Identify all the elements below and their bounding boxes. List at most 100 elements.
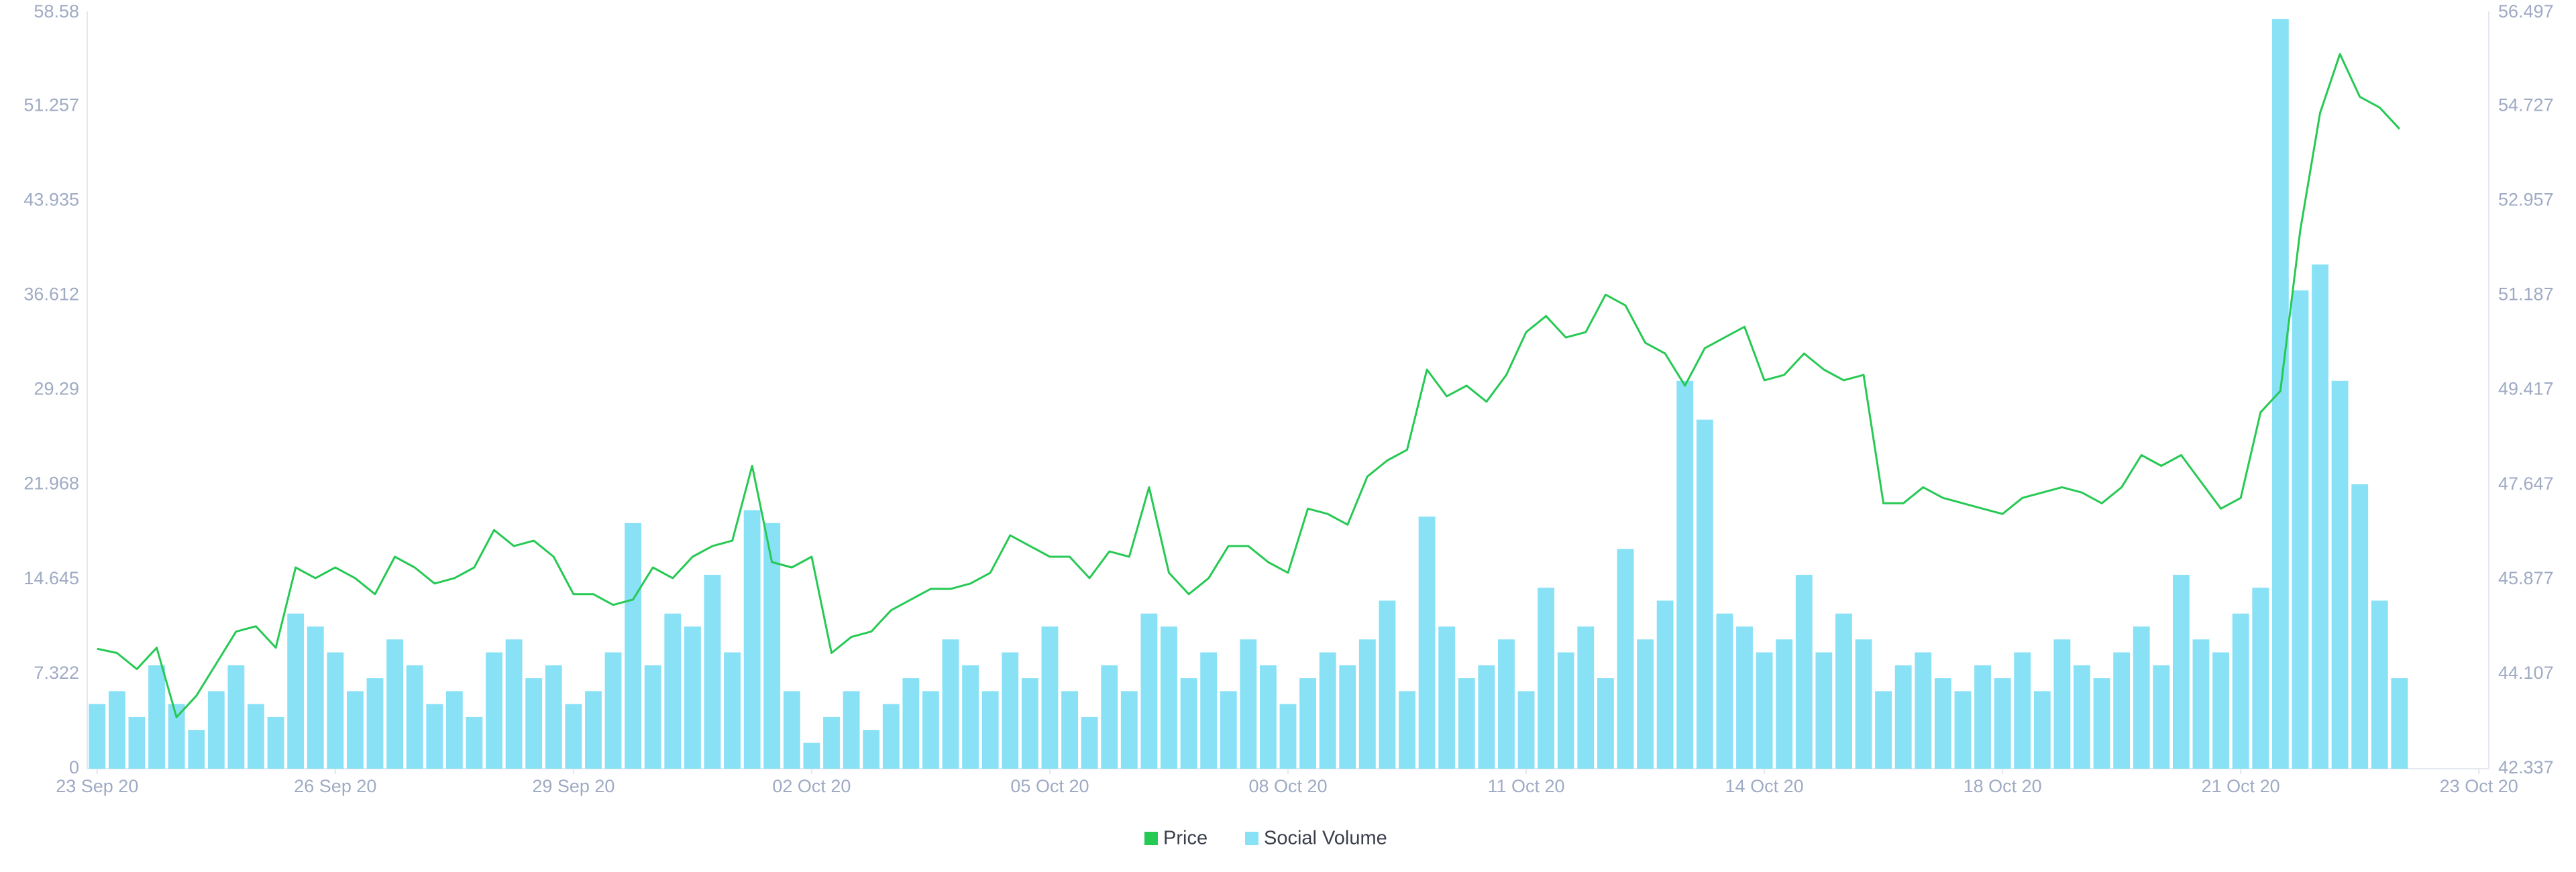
bar: [1200, 652, 1218, 769]
bar: [1776, 639, 1793, 769]
y2-tick-label: 47.647: [2498, 474, 2554, 494]
y-tick-label: 14.645: [23, 568, 79, 588]
bar: [2033, 691, 2051, 769]
bar: [525, 678, 543, 769]
bar: [1041, 626, 1059, 769]
bar: [2192, 639, 2210, 769]
bar: [2292, 290, 2309, 769]
legend-item[interactable]: Social Volume: [1245, 828, 1387, 849]
bar: [1180, 678, 1197, 769]
bar: [1557, 652, 1574, 769]
bar: [267, 716, 284, 769]
bar: [188, 730, 205, 769]
y2-tick-label: 54.727: [2498, 95, 2554, 115]
bar: [1259, 665, 1277, 769]
bar: [743, 510, 761, 769]
bar: [1716, 613, 1733, 769]
bar: [1577, 626, 1595, 769]
bar: [1795, 574, 1813, 769]
bar: [1934, 678, 1951, 769]
bar: [1379, 600, 1396, 769]
y-tick-label: 7.322: [34, 663, 79, 683]
bar: [1002, 652, 1019, 769]
bar: [426, 704, 443, 769]
bar: [1597, 678, 1614, 769]
bar: [505, 639, 523, 769]
bar: [207, 691, 225, 769]
bar: [2053, 639, 2071, 769]
bar: [1954, 691, 1972, 769]
bar: [1240, 639, 1257, 769]
bar: [2312, 264, 2328, 769]
bar: [1319, 652, 1336, 769]
bar: [2252, 588, 2269, 769]
x-tick-label: 18 Oct 20: [1964, 776, 2042, 796]
bar: [942, 639, 959, 769]
bar: [843, 691, 860, 769]
legend-label: Social Volume: [1264, 828, 1387, 849]
bar: [823, 716, 840, 769]
bar: [327, 652, 344, 769]
bar: [585, 691, 602, 769]
x-tick-label: 21 Oct 20: [2202, 776, 2280, 796]
y-tick-label: 51.257: [23, 95, 79, 115]
bar: [882, 704, 900, 769]
y-tick-label: 0: [69, 757, 79, 777]
bar: [1994, 678, 2011, 769]
y2-tick-label: 56.497: [2498, 1, 2554, 21]
bar: [1855, 639, 1872, 769]
bar: [1974, 665, 1991, 769]
bar: [2391, 678, 2408, 769]
bar: [2113, 652, 2131, 769]
bar: [783, 691, 800, 769]
bar: [1061, 691, 1078, 769]
bar: [922, 691, 939, 769]
bar: [724, 652, 741, 769]
bar: [1656, 600, 1674, 769]
bar: [1399, 691, 1415, 769]
bar: [466, 716, 483, 769]
legend-label: Price: [1163, 828, 1208, 849]
bar: [1438, 626, 1456, 769]
bar: [1617, 549, 1634, 769]
bar: [1120, 691, 1138, 769]
x-tick-label: 02 Oct 20: [772, 776, 851, 796]
bar: [565, 704, 582, 769]
x-tick-label: 05 Oct 20: [1010, 776, 1089, 796]
bar: [2331, 380, 2349, 769]
bar: [1458, 678, 1475, 769]
bar: [1140, 613, 1158, 769]
bar: [1279, 704, 1297, 769]
bar: [684, 626, 701, 769]
legend-item[interactable]: Price: [1144, 828, 1208, 849]
bar: [307, 626, 324, 769]
y-tick-label: 58.58: [34, 1, 79, 21]
bar: [644, 665, 661, 769]
bar: [1339, 665, 1356, 769]
y-tick-label: 21.968: [23, 474, 79, 494]
bar: [2014, 652, 2031, 769]
y-tick-label: 29.29: [34, 379, 79, 399]
bar: [1538, 588, 1555, 769]
x-tick-label: 08 Oct 20: [1248, 776, 1327, 796]
bar: [1418, 516, 1436, 769]
bar: [1220, 691, 1237, 769]
bar: [704, 574, 721, 769]
bar: [2351, 484, 2369, 769]
bar: [486, 652, 502, 769]
bar: [406, 665, 423, 769]
legend-swatch: [1245, 832, 1258, 845]
bar: [1101, 665, 1118, 769]
bar: [1875, 691, 1892, 769]
y2-tick-label: 52.957: [2498, 189, 2554, 209]
bar: [1696, 419, 1713, 769]
bar: [1478, 665, 1495, 769]
bar: [445, 691, 463, 769]
bar: [1736, 626, 1753, 769]
price-line: [97, 53, 2400, 718]
bar: [2371, 600, 2388, 769]
bar: [803, 743, 820, 769]
bar: [1637, 639, 1654, 769]
x-tick-label: 23 Sep 20: [56, 776, 138, 796]
